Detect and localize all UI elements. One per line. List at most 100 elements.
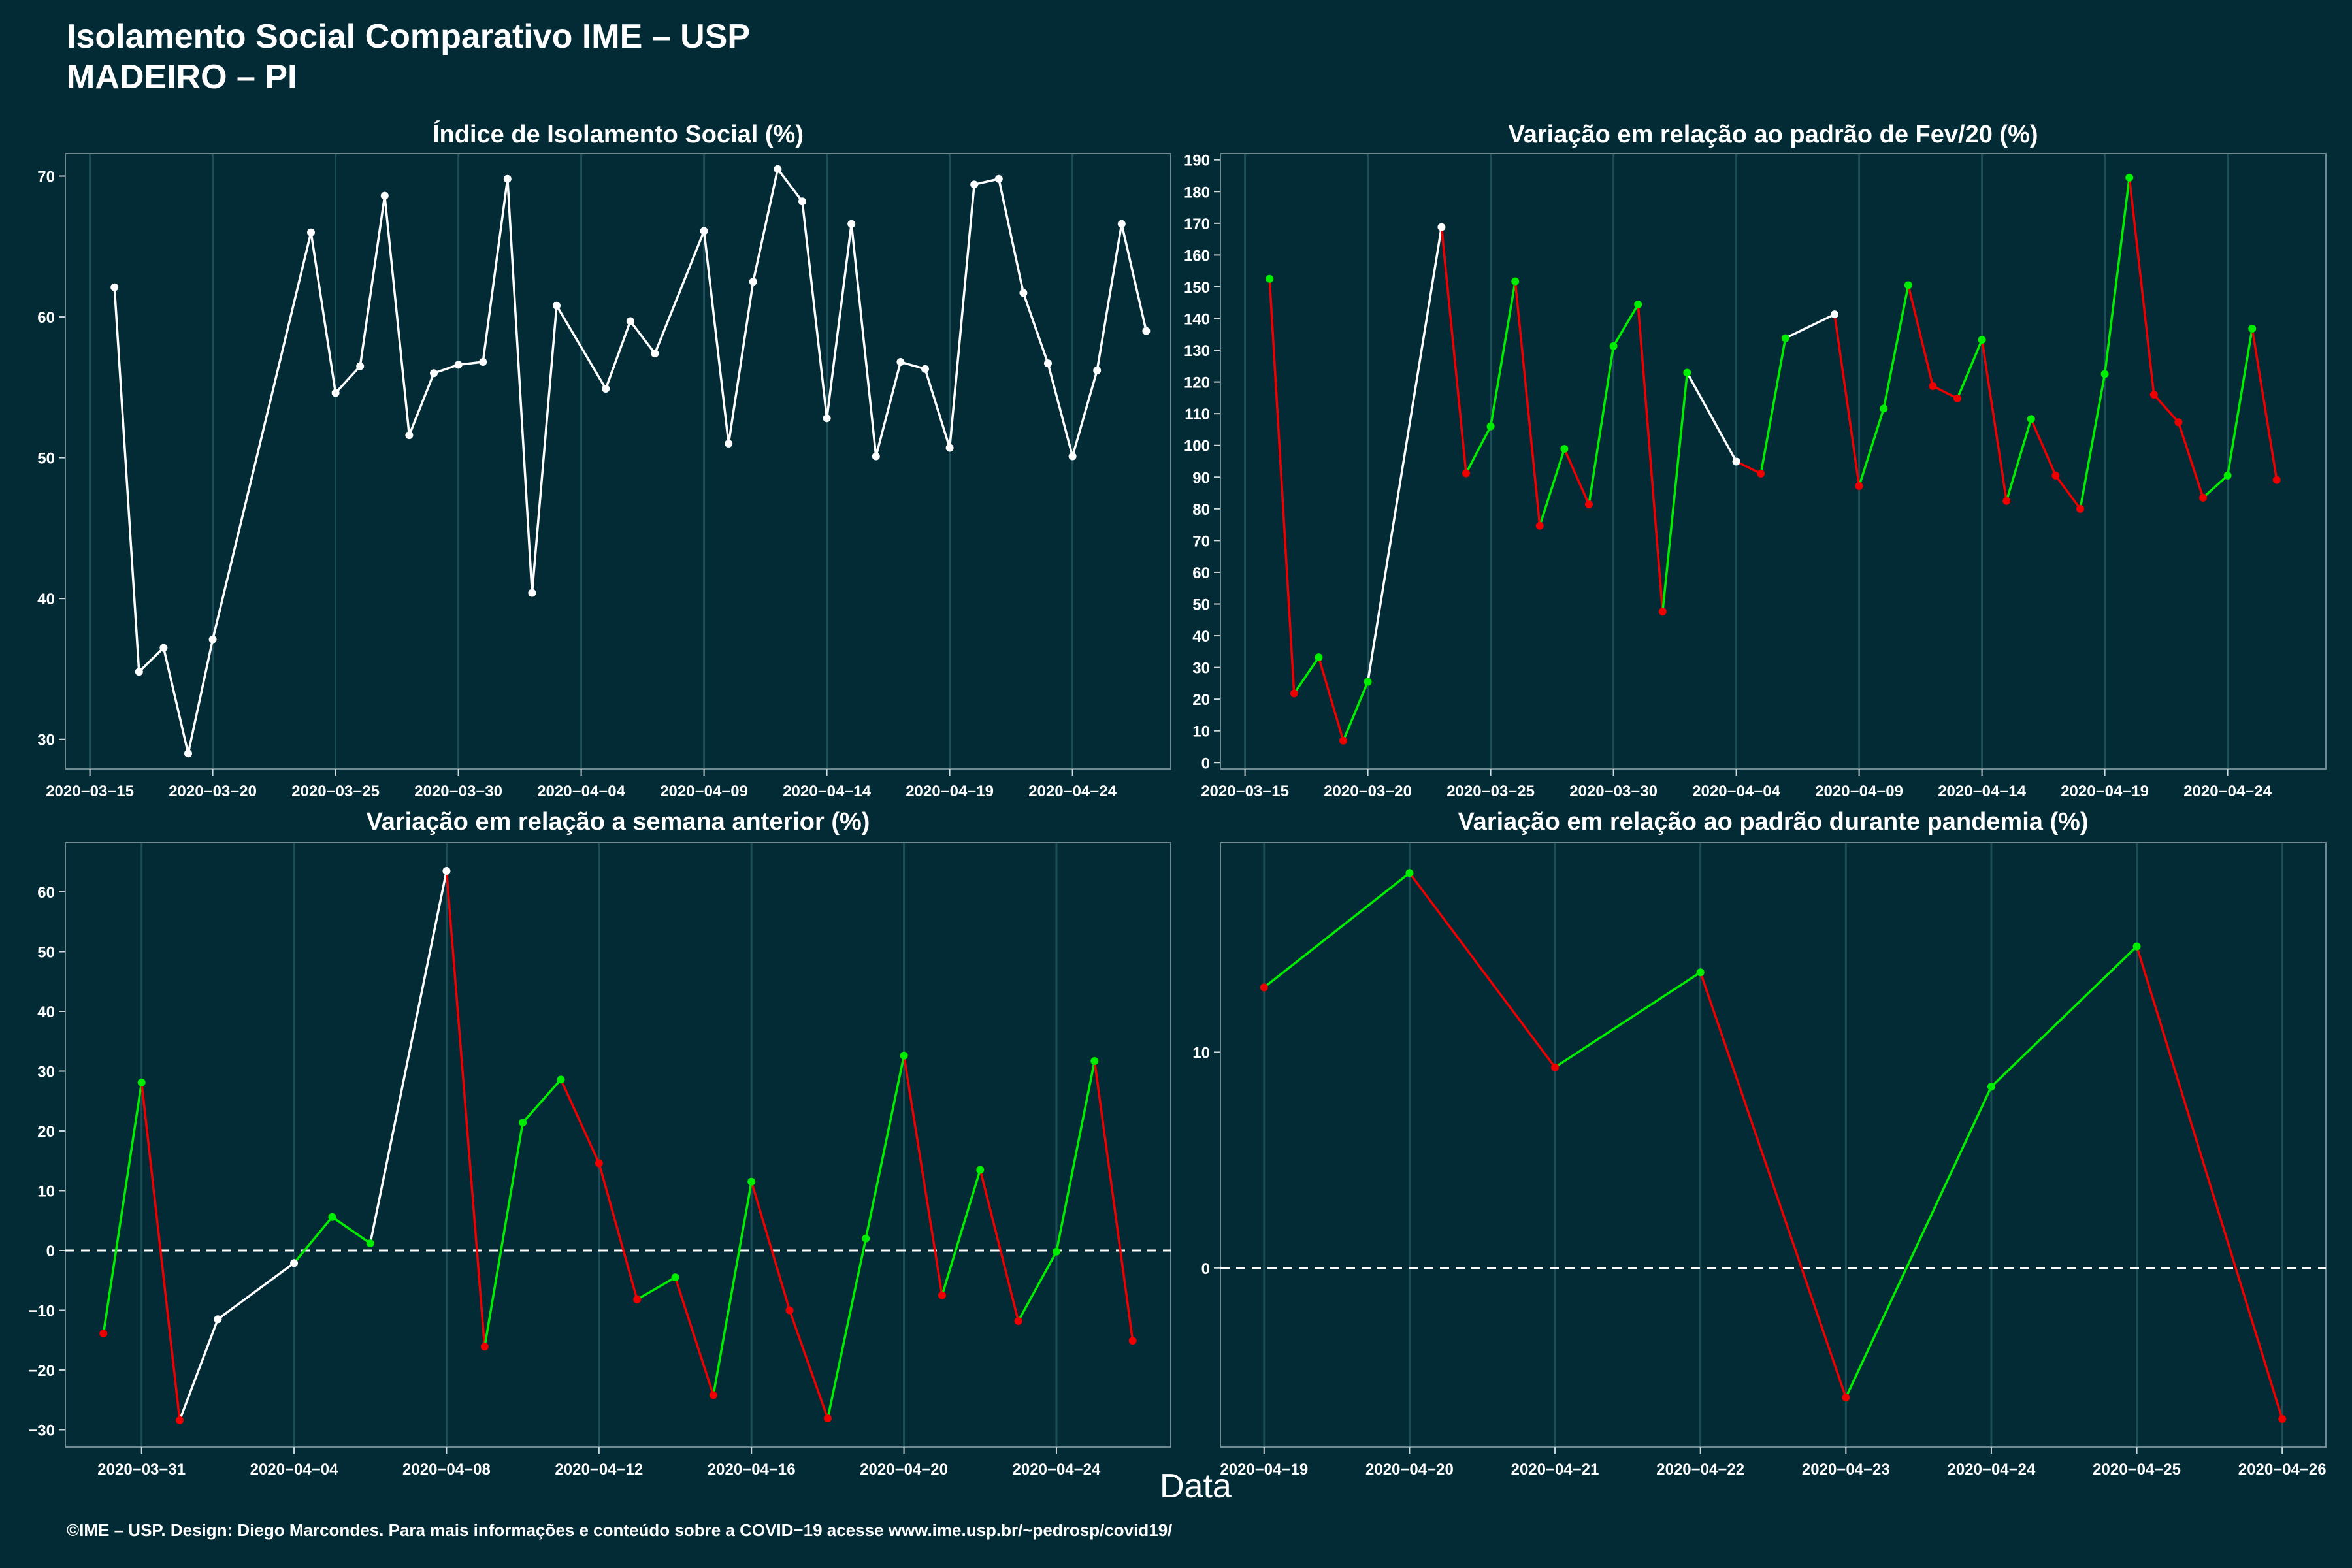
series-segment [636,1276,677,1301]
series-segment [1263,872,1411,989]
y-tick-label: 50 [37,450,55,468]
y-tick-label: 0 [1201,755,1210,772]
data-point [798,197,806,206]
data-point [2132,942,2141,951]
series-segment [113,286,140,674]
data-point [1842,1394,1850,1402]
y-tick-label: 0 [1201,1260,1210,1278]
y-tick-label: 0 [46,1243,55,1260]
data-point [1683,368,1691,377]
series-segment [140,1081,181,1422]
data-point [1339,736,1347,745]
x-tick-label: 2020−04−23 [1802,1461,1890,1478]
series-segment [408,372,435,436]
data-point [110,283,119,291]
data-point [1486,422,1495,431]
data-point [633,1296,642,1304]
series-segment [1022,291,1049,365]
series-segment [2030,417,2057,477]
x-tick-label: 2020−04−24 [1013,1461,1101,1478]
data-point [862,1234,870,1243]
series-segment [1465,425,1492,475]
y-tick-label: 140 [1184,310,1210,328]
y-tick-label: 40 [37,591,55,608]
data-point [671,1273,679,1282]
x-tick-label: 2020−03−15 [46,783,134,800]
panel-title: Variação em relação a semana anterior (%… [367,808,870,836]
y-tick-label: 70 [37,168,55,186]
data-point [1068,452,1077,461]
series-segment [2079,372,2106,510]
series-segment [1857,407,1885,487]
data-point [774,165,782,173]
y-tick-label: 160 [1184,247,1210,265]
series-segment [1554,971,1702,1069]
data-point [1855,482,1863,490]
series-segment [1071,369,1098,458]
data-point [1019,289,1028,297]
data-point [1511,277,1520,286]
data-point [970,180,979,189]
chart-panel-1: Índice de Isolamento Social (%) 30 40 50 60 7… [37,120,1171,800]
series-segment [1844,1085,1993,1399]
data-point [328,1213,336,1221]
series-segment [506,178,534,595]
series-segment [1489,280,1516,428]
panel-title: Variação em relação ao padrão durante pa… [1458,808,2088,836]
y-tick-label: −20 [28,1362,55,1380]
data-point [99,1330,108,1338]
chart-subtitle: MADEIRO – PI [67,58,297,96]
x-tick-label: 2020−03−30 [1569,783,1658,800]
data-point [1315,653,1323,662]
data-point [1093,366,1102,374]
series-segment [948,183,975,449]
data-point [479,358,487,367]
y-tick-label: 120 [1184,374,1210,392]
footer-credit: ©IME – USP. Design: Diego Marcondes. Par… [67,1520,1173,1540]
series-segment [162,646,189,755]
x-tick-label: 2020−04−04 [537,783,625,800]
series-segment [334,365,361,395]
data-point [1364,678,1372,686]
series-segment [702,229,730,445]
data-point [2199,493,2207,502]
data-point [725,440,733,448]
series-segment [2135,945,2283,1420]
series-segment [1293,656,1320,695]
series-segment [1440,225,1467,475]
x-tick-label: 2020−04−19 [906,783,994,800]
y-tick-label: 60 [37,309,55,327]
series-segment [1980,338,2008,502]
data-point [1090,1056,1099,1065]
data-point [135,668,143,676]
y-tick-label: 30 [1192,660,1210,678]
series-segment [776,167,804,203]
y-tick-label: 80 [1192,501,1210,519]
series-segment [102,1081,143,1335]
data-point [1757,469,1765,478]
data-point [557,1075,565,1084]
y-tick-label: 60 [1192,564,1210,582]
series-segment [2251,327,2278,482]
x-tick-label: 2020−04−09 [1815,783,1903,800]
series-segment [864,1054,906,1240]
x-tick-label: 2020−03−31 [97,1461,186,1478]
series-segment [310,231,337,395]
data-point [595,1159,603,1168]
y-tick-label: 20 [37,1123,55,1141]
data-point [1117,220,1126,228]
series-segment [1956,338,1984,400]
data-point [307,228,315,237]
data-point [938,1291,946,1299]
x-tick-label: 2020−04−09 [660,783,748,800]
series-segment [457,361,484,367]
series-segment [875,361,902,458]
x-tick-label: 2020−04−20 [860,1461,948,1478]
x-axis-label: Data [1160,1467,1232,1505]
y-tick-label: 60 [37,884,55,902]
y-tick-label: 50 [1192,596,1210,614]
y-tick-label: 10 [37,1183,55,1200]
x-tick-label: 2020−04−24 [1028,783,1117,800]
x-tick-label: 2020−03−20 [1324,783,1412,800]
